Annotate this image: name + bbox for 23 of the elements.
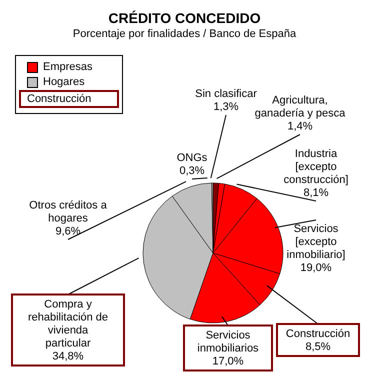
slice-label: ONGs [176, 152, 208, 164]
text: Empresas [43, 61, 93, 73]
chart-subtitle: Porcentaje por finalidades / Banco de España [72, 28, 298, 40]
data-label: 17,0% [212, 356, 244, 368]
data-label: 0,3% [179, 165, 205, 177]
chart-title: CRÉDITO CONCEDIDO [107, 10, 262, 26]
data-label: 1,3% [213, 101, 239, 113]
text: Hogares [43, 76, 85, 88]
data-label: 8,1% [303, 187, 329, 199]
data-label: 1,4% [287, 120, 313, 132]
data-label: 34,8% [52, 350, 84, 362]
slice-label: Otros créditos a hogares [29, 200, 108, 224]
slice-label: Agricultura, ganadería y pesca [254, 94, 346, 120]
slice-label: Construcción [286, 328, 350, 340]
slice-label: Sin clasificar [195, 88, 258, 100]
data-label: 8,5% [305, 341, 331, 353]
data-label: 19,0% [300, 262, 332, 274]
slice-label: Industria [excepto construcción] [284, 148, 348, 186]
text: Construcción [27, 93, 92, 105]
slice-label: Compra y rehabilitación de vivienda particular [28, 298, 108, 350]
slice-label: Servicios inmobiliarios [197, 330, 260, 354]
data-label: 9,6% [55, 226, 81, 238]
slice-label: Servicios [excepto inmobiliario] [286, 223, 346, 261]
